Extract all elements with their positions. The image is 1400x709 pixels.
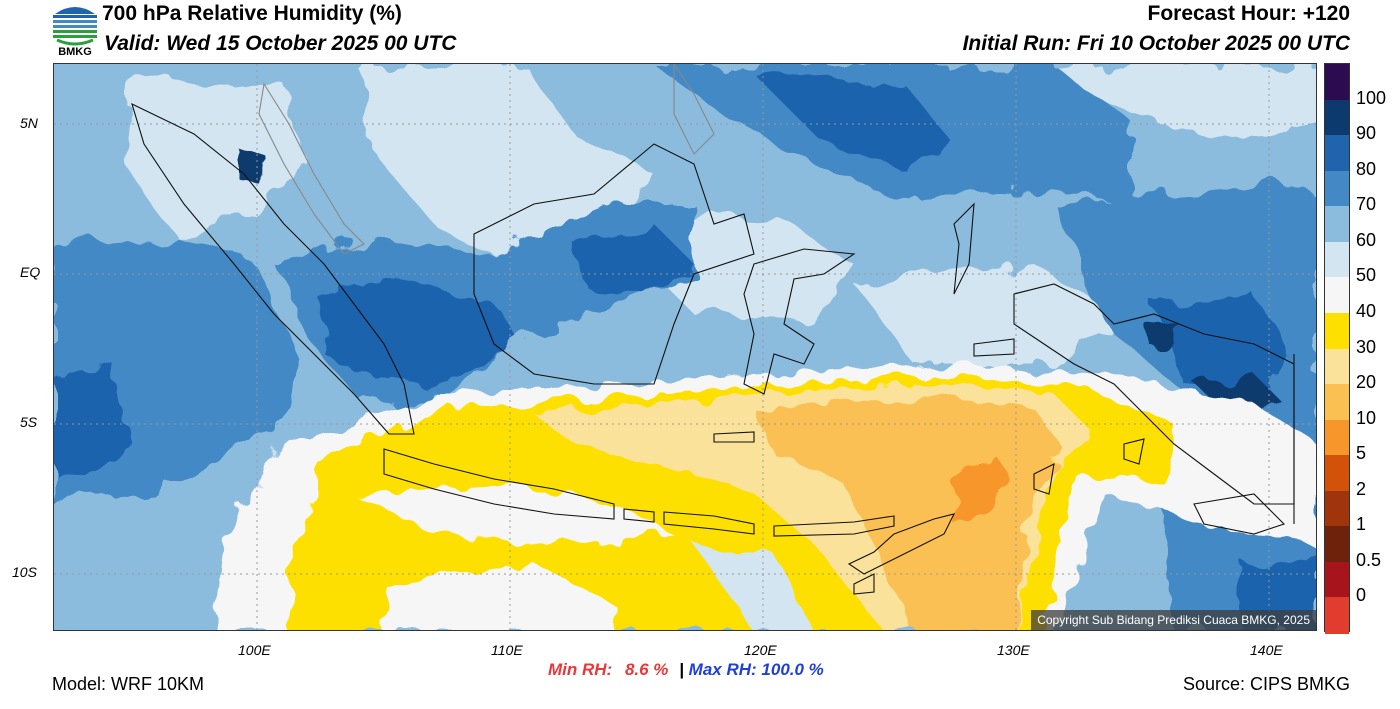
colorbar-label: 50 [1356,265,1377,286]
colorbar-swatch [1325,135,1349,172]
forecast-hour: Forecast Hour: +120 [1147,2,1351,25]
coastlines [131,64,1295,595]
lon-label-120e: 120E [744,642,777,658]
bmkg-logo: BMKG [51,2,99,60]
colorbar-label: 40 [1356,300,1377,321]
lat-label-5s: 5S [20,414,38,430]
colorbar-label: 90 [1356,123,1377,144]
colorbar-label: 20 [1356,372,1377,393]
copyright-notice: Copyright Sub Bidang Prediksi Cuaca BMKG… [1031,610,1316,630]
colorbar-label: 0.5 [1356,549,1382,570]
colorbar-swatch [1325,206,1349,243]
colorbar [1324,63,1350,634]
initial-run: Initial Run: Fri 10 October 2025 00 UTC [962,32,1350,55]
graticule [54,64,1316,630]
colorbar-swatch [1325,312,1349,349]
lat-label-5n: 5N [20,115,38,131]
lon-label-140e: 140E [1250,642,1283,658]
colorbar-swatch [1325,419,1349,456]
colorbar-label: 10 [1356,407,1377,428]
colorbar-swatch [1325,455,1349,492]
colorbar-label: 70 [1356,194,1377,215]
max-rh-value: 100.0 % [761,660,824,679]
data-source: Source: CIPS BMKG [1182,674,1350,694]
colorbar-swatch [1325,597,1349,634]
colorbar-swatch [1325,170,1349,207]
logo-text: BMKG [58,46,92,58]
stats-separator: | [679,660,684,679]
model-name: Model: WRF 10KM [52,674,205,694]
colorbar-label: 80 [1356,158,1377,179]
colorbar-swatch [1325,561,1349,598]
bmkg-logo-icon [53,7,97,46]
colorbar-label: 2 [1356,478,1367,499]
colorbar-label: 60 [1356,229,1377,250]
colorbar-swatch [1325,277,1349,314]
colorbar-label: 100 [1356,87,1387,108]
colorbar-swatch [1325,348,1349,385]
colorbar-swatch [1325,490,1349,527]
valid-time: Valid: Wed 15 October 2025 00 UTC [104,32,457,55]
max-rh-label: Max RH: [688,660,757,679]
colorbar-label: 5 [1356,443,1367,464]
lat-label-10s: 10S [12,564,37,580]
humidity-map[interactable]: Copyright Sub Bidang Prediksi Cuaca BMKG… [53,63,1317,631]
min-rh-label: Min RH: [548,660,613,679]
min-rh-value: 8.6 % [624,660,669,679]
colorbar-swatch [1325,384,1349,421]
colorbar-label: 1 [1356,514,1367,535]
rh-stats: Min RH: 8.6 % | Max RH: 100.0 % [548,660,824,680]
lon-label-130e: 130E [997,642,1030,658]
map-title: 700 hPa Relative Humidity (%) [102,2,402,25]
humidity-field [54,64,1316,630]
colorbar-swatch [1325,526,1349,563]
colorbar-swatch [1325,99,1349,136]
lon-label-110e: 110E [491,642,523,658]
colorbar-swatch [1325,64,1349,101]
lon-label-100e: 100E [238,642,271,658]
lat-label-eq: EQ [20,264,41,280]
colorbar-label: 30 [1356,336,1377,357]
colorbar-label: 0 [1356,585,1367,606]
colorbar-swatch [1325,241,1349,278]
